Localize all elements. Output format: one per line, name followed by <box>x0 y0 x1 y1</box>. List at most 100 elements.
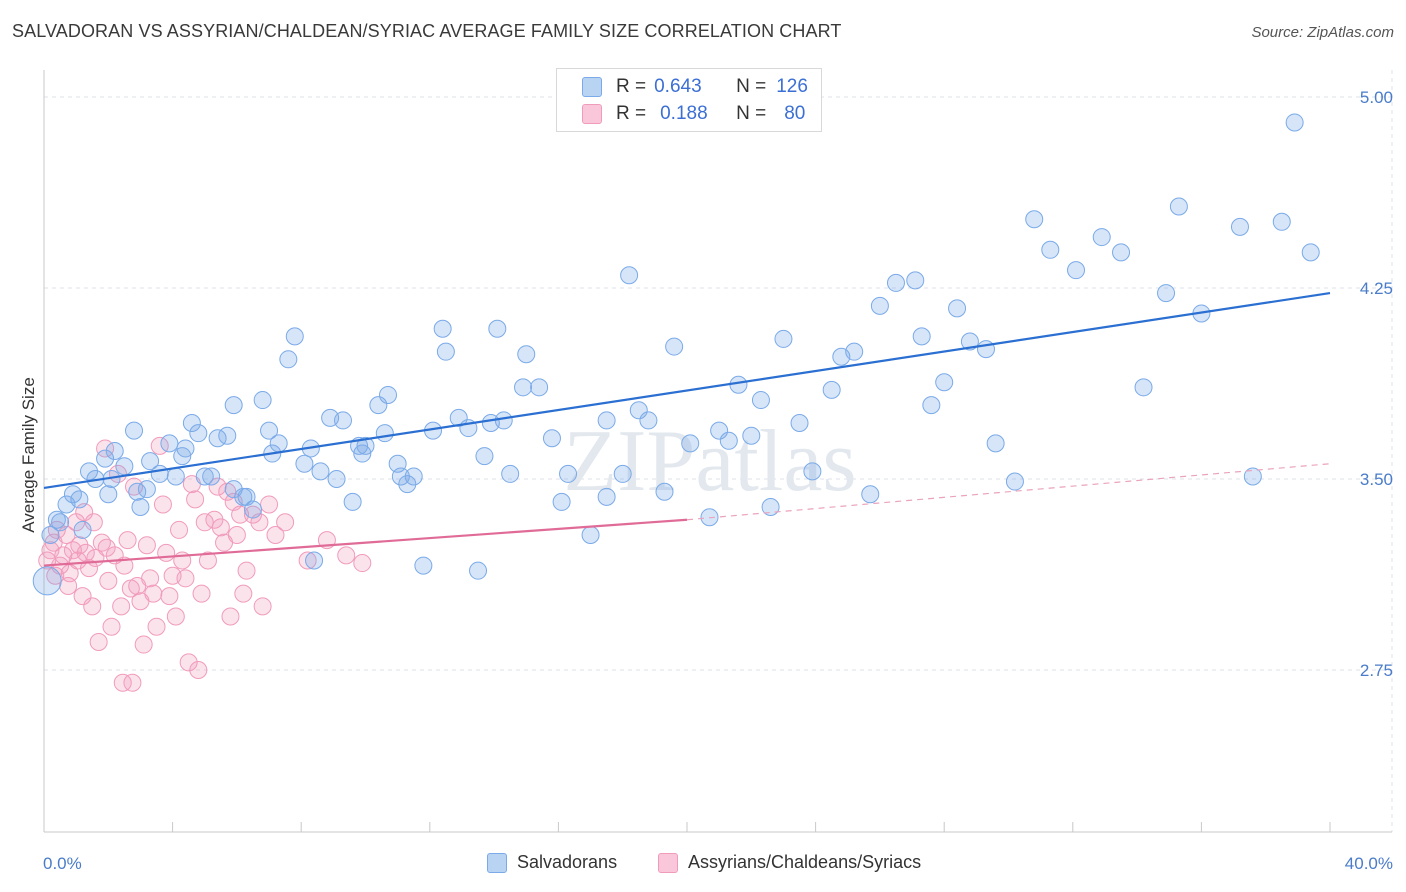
data-point-salvadorans <box>1041 240 1060 259</box>
data-point-salvadorans <box>1169 197 1188 216</box>
x-tick-label: 40.0% <box>1345 854 1393 873</box>
trend-line-assyrians-extension <box>686 463 1331 521</box>
data-point-salvadorans <box>1272 212 1291 231</box>
data-point-assyrians <box>198 551 217 570</box>
data-point-salvadorans <box>501 464 520 483</box>
legend-r-label: R = <box>616 76 647 97</box>
data-point-salvadorans <box>285 327 304 346</box>
data-point-assyrians <box>237 561 256 580</box>
data-point-salvadorans <box>70 490 89 509</box>
data-point-salvadorans <box>655 482 674 501</box>
data-point-assyrians <box>118 531 137 550</box>
trend-line-assyrians <box>43 518 688 567</box>
bottom-legend-label: Salvadorans <box>517 852 618 872</box>
data-point-salvadorans <box>125 421 144 440</box>
data-point-salvadorans <box>935 373 954 392</box>
data-point-salvadorans <box>391 467 410 486</box>
data-point-assyrians <box>298 551 317 570</box>
watermark: ZIPatlas <box>563 413 856 510</box>
data-point-salvadorans <box>32 566 62 596</box>
y-tick-label: 3.50 <box>1360 470 1393 489</box>
data-point-salvadorans <box>166 467 185 486</box>
data-point-salvadorans <box>253 391 272 410</box>
data-point-salvadorans <box>469 561 488 580</box>
data-point-salvadorans <box>751 391 770 410</box>
bottom-legend-salvadorans: Salvadorans <box>487 852 617 873</box>
data-point-assyrians <box>189 661 208 679</box>
data-point-salvadorans <box>1157 284 1176 303</box>
y-axis-title: Average Family Size <box>19 377 38 533</box>
data-point-salvadorans <box>356 436 375 455</box>
data-point-salvadorans <box>761 498 780 517</box>
data-point-assyrians <box>276 513 295 532</box>
legend-swatch-blue <box>582 77 602 97</box>
data-point-salvadorans <box>790 413 809 432</box>
series-salvadorans-points <box>32 113 1320 596</box>
data-point-salvadorans <box>742 426 761 445</box>
data-point-salvadorans <box>475 447 494 466</box>
data-point-salvadorans <box>922 396 941 415</box>
data-point-assyrians <box>253 597 272 616</box>
data-point-salvadorans <box>665 337 684 356</box>
correlation-legend: R = 0.643 N = 126 R = 0.188 N = 80 <box>556 68 822 132</box>
data-point-salvadorans <box>269 434 288 453</box>
data-point-salvadorans <box>343 492 362 511</box>
data-point-salvadorans <box>436 342 455 361</box>
data-point-assyrians <box>211 518 230 537</box>
data-point-salvadorans <box>260 421 279 440</box>
data-point-salvadorans <box>189 424 208 443</box>
data-point-salvadorans <box>99 485 118 504</box>
legend-n-label: N = <box>736 103 767 124</box>
trend-lines <box>43 292 1331 567</box>
data-point-salvadorans <box>1134 378 1153 397</box>
data-point-assyrians <box>123 673 142 692</box>
data-point-assyrians <box>192 584 211 603</box>
data-point-salvadorans <box>597 487 616 506</box>
data-point-assyrians <box>115 556 134 575</box>
legend-row-salvadorans: R = 0.643 N = 126 <box>582 75 808 99</box>
gridlines <box>44 70 1393 832</box>
data-point-salvadorans <box>105 441 124 460</box>
data-point-assyrians <box>134 635 153 654</box>
data-point-assyrians <box>353 554 372 573</box>
data-point-salvadorans <box>986 434 1005 453</box>
data-point-salvadorans <box>774 329 793 348</box>
data-point-salvadorans <box>96 449 115 468</box>
data-point-assyrians <box>160 587 179 606</box>
data-point-assyrians <box>102 617 121 636</box>
data-point-assyrians <box>208 477 227 496</box>
data-point-salvadorans <box>719 431 738 450</box>
data-point-assyrians <box>227 526 246 545</box>
data-point-salvadorans <box>115 457 134 476</box>
data-point-assyrians <box>266 526 285 545</box>
y-tick-label: 5.00 <box>1360 88 1393 107</box>
series-assyrians-points <box>38 436 372 692</box>
data-point-salvadorans <box>517 345 536 364</box>
data-point-salvadorans <box>552 492 571 511</box>
trend-line-salvadorans <box>43 292 1331 490</box>
data-point-salvadorans <box>218 426 237 445</box>
data-point-salvadorans <box>960 332 979 351</box>
data-point-salvadorans <box>1112 243 1131 262</box>
data-point-assyrians <box>260 495 279 514</box>
legend-r-value: 0.643 <box>654 76 702 97</box>
data-point-assyrians <box>137 536 156 555</box>
data-point-salvadorans <box>912 327 931 346</box>
y-tick-label: 4.25 <box>1360 279 1393 298</box>
data-point-assyrians <box>83 597 102 616</box>
y-tick-labels: 2.75 3.50 4.25 5.00 <box>1360 88 1393 680</box>
data-point-assyrians <box>176 569 195 588</box>
chart-title: SALVADORAN VS ASSYRIAN/CHALDEAN/SYRIAC A… <box>12 21 842 41</box>
data-point-salvadorans <box>73 520 92 539</box>
bottom-legend-assyrians: Assyrians/Chaldeans/Syriacs <box>658 852 921 873</box>
data-point-salvadorans <box>327 470 346 488</box>
data-point-assyrians <box>80 559 99 578</box>
data-point-assyrians <box>170 520 189 539</box>
data-point-salvadorans <box>295 454 314 473</box>
data-point-assyrians <box>92 533 111 552</box>
data-point-salvadorans <box>137 480 156 499</box>
chart-source: Source: ZipAtlas.com <box>1251 24 1394 41</box>
data-point-salvadorans <box>613 464 632 483</box>
data-point-salvadorans <box>195 467 214 486</box>
data-point-assyrians <box>113 673 132 692</box>
